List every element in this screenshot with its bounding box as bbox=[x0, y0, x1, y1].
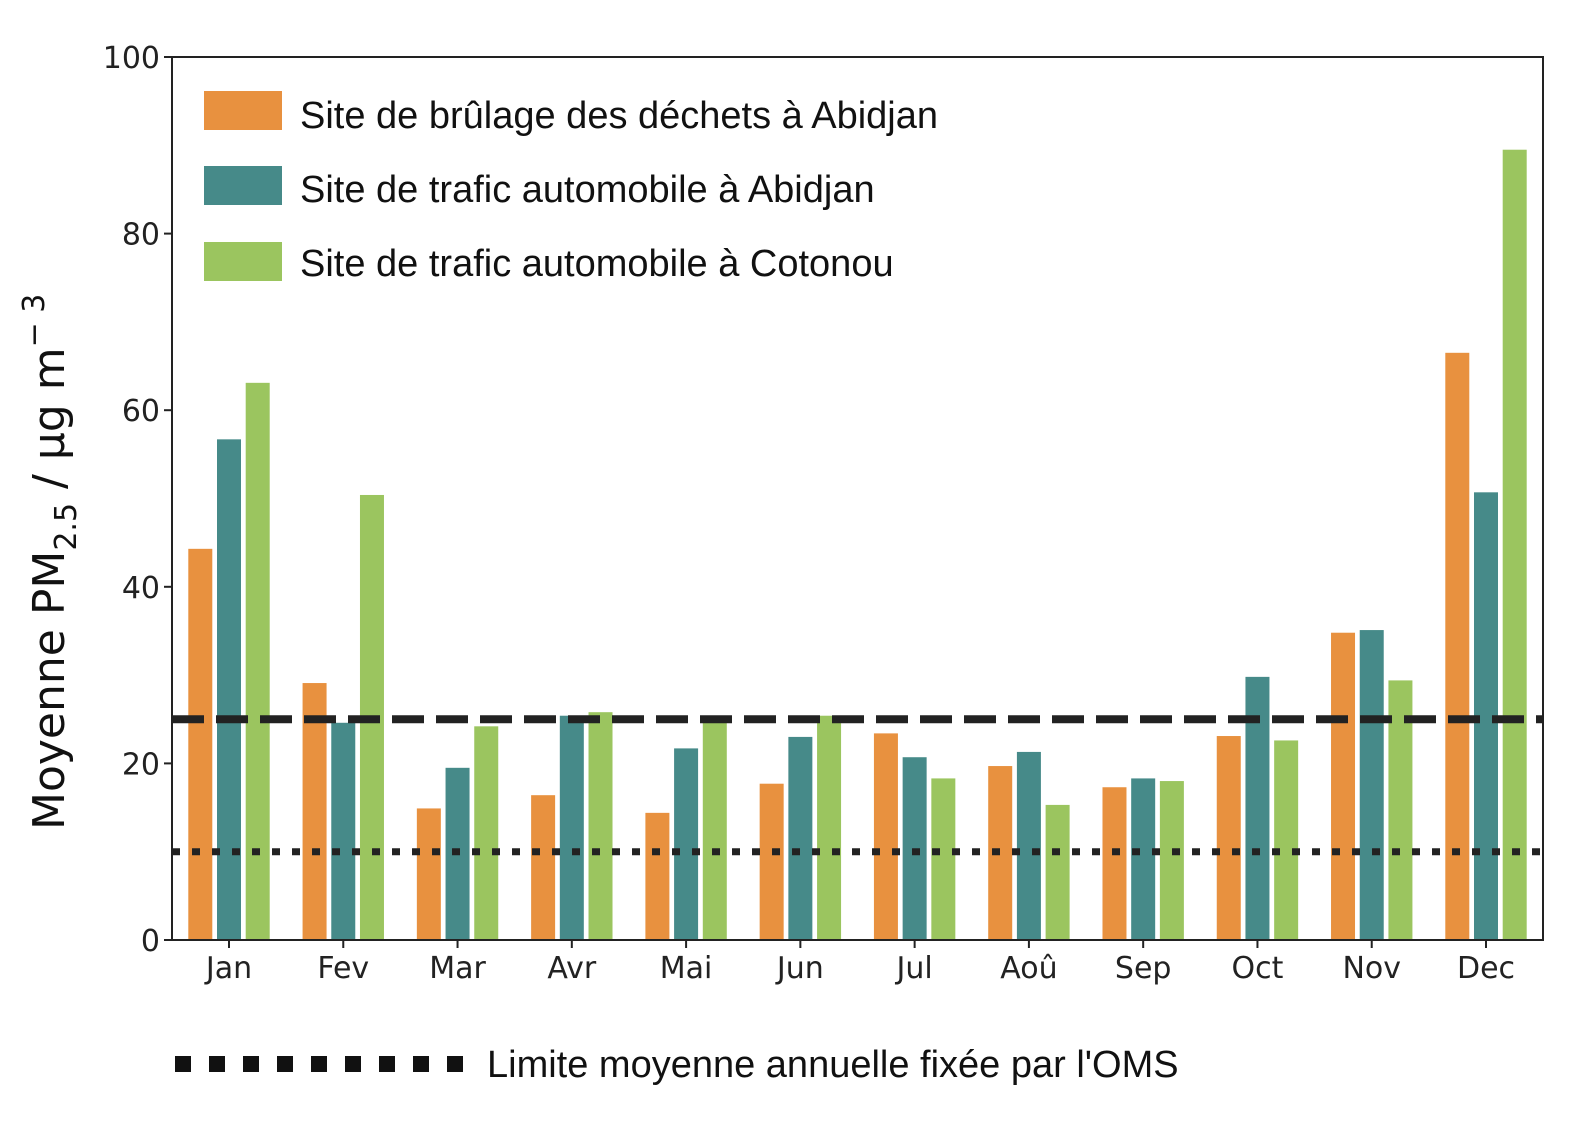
bar-Jun-series-2 bbox=[817, 715, 842, 940]
plot-frame bbox=[171, 56, 1544, 941]
legend-label-burning: Site de brûlage des déchets à Abidjan bbox=[300, 95, 938, 137]
bar-Nov-series-1 bbox=[1359, 630, 1384, 940]
y-tick-label: 100 bbox=[103, 41, 160, 76]
bar-Jan-series-0 bbox=[188, 548, 213, 940]
x-tick-label: Sep bbox=[1115, 951, 1172, 986]
bar-Avr-series-0 bbox=[531, 795, 556, 940]
reference-lines bbox=[172, 715, 1543, 856]
x-tick-label: Fev bbox=[317, 951, 369, 986]
x-tick-label: Aoû bbox=[1000, 951, 1057, 986]
who-limit-legend: Limite moyenne annuelle fixée par l'OMS bbox=[175, 1044, 1179, 1086]
bar-Oct-series-0 bbox=[1216, 736, 1241, 940]
bar-Dec-series-2 bbox=[1502, 149, 1527, 941]
y-axis: 0 20 40 60 80 100 bbox=[103, 41, 172, 959]
x-tick-label: Jan bbox=[204, 951, 252, 986]
bar-Aoû-series-0 bbox=[988, 766, 1013, 940]
legend-label-traffic-cotonou: Site de trafic automobile à Cotonou bbox=[300, 243, 894, 285]
x-tick-label: Nov bbox=[1342, 951, 1401, 986]
y-tick-label: 60 bbox=[122, 394, 160, 429]
x-tick-label: Jun bbox=[775, 951, 824, 986]
legend-swatch-traffic-cotonou bbox=[204, 242, 282, 281]
legend-swatch-traffic-abidjan bbox=[204, 166, 282, 205]
x-tick-label: Mai bbox=[660, 951, 713, 986]
bar-Mai-series-2 bbox=[702, 721, 727, 940]
bar-Jun-series-1 bbox=[788, 736, 813, 940]
bar-Jul-series-2 bbox=[931, 778, 956, 940]
bar-Avr-series-1 bbox=[559, 715, 584, 940]
bar-Aoû-series-1 bbox=[1016, 751, 1041, 940]
x-tick-label: Avr bbox=[547, 951, 597, 986]
bar-Mai-series-0 bbox=[645, 812, 670, 940]
bar-Mai-series-1 bbox=[674, 748, 699, 940]
bar-Mar-series-0 bbox=[416, 808, 441, 940]
bar-Sep-series-1 bbox=[1131, 778, 1156, 940]
bar-Oct-series-2 bbox=[1274, 740, 1299, 940]
bar-Fev-series-0 bbox=[302, 683, 327, 940]
legend-swatch-burning bbox=[204, 91, 282, 130]
bar-Mar-series-2 bbox=[474, 726, 499, 940]
bar-Fev-series-1 bbox=[331, 722, 356, 940]
bar-Aoû-series-2 bbox=[1045, 804, 1070, 940]
x-axis: Jan Fev Mar Avr Mai Jun Jul Aoû Sep Oct Nov Dec bbox=[204, 940, 1515, 986]
bar-Avr-series-2 bbox=[588, 712, 613, 940]
bar-Nov-series-0 bbox=[1331, 632, 1356, 940]
who-limit-label: Limite moyenne annuelle fixée par l'OMS bbox=[487, 1044, 1179, 1086]
y-tick-label: 0 bbox=[141, 924, 160, 959]
legend-label-traffic-abidjan: Site de trafic automobile à Abidjan bbox=[300, 169, 875, 211]
y-tick-label: 20 bbox=[122, 747, 160, 782]
y-tick-label: 40 bbox=[122, 571, 160, 606]
bar-Jun-series-0 bbox=[759, 783, 784, 940]
bar-Nov-series-2 bbox=[1388, 680, 1413, 940]
bars-layer bbox=[188, 149, 1527, 941]
bar-Jan-series-2 bbox=[245, 382, 270, 940]
x-tick-label: Dec bbox=[1457, 951, 1515, 986]
bar-Dec-series-0 bbox=[1445, 352, 1470, 940]
bar-Sep-series-2 bbox=[1159, 781, 1184, 940]
y-axis-label: Moyenne PM2.5 / µg m− 3 bbox=[17, 294, 84, 830]
legend: Site de brûlage des déchets à Abidjan Si… bbox=[204, 91, 938, 285]
x-tick-label: Mar bbox=[429, 951, 486, 986]
y-tick-label: 80 bbox=[122, 218, 160, 253]
bar-Jul-series-0 bbox=[873, 733, 898, 940]
bar-Jan-series-1 bbox=[217, 439, 241, 940]
x-tick-label: Oct bbox=[1232, 951, 1284, 986]
x-tick-label: Jul bbox=[895, 951, 933, 986]
bar-Sep-series-0 bbox=[1102, 787, 1127, 940]
